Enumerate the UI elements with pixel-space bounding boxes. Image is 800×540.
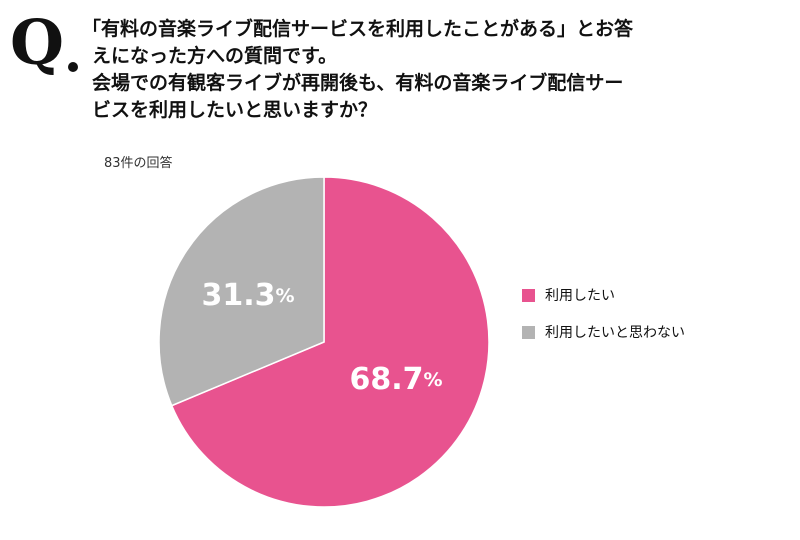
- data-label: 68.7%: [349, 362, 442, 397]
- question-title: 「有料の音楽ライブ配信サービスを利用したことがある」とお答 えになった方への質問…: [82, 16, 633, 124]
- legend: 利用したい 利用したいと思わない: [522, 285, 685, 359]
- question-mark: Q: [10, 6, 64, 79]
- pie-slice-1: [170, 176, 490, 508]
- legend-item: 利用したいと思わない: [522, 322, 685, 342]
- title-line: 「有料の音楽ライブ配信サービスを利用したことがある」とお答: [82, 18, 634, 40]
- pie-slice-2: [158, 176, 325, 407]
- legend-label: 利用したい: [545, 288, 615, 304]
- title-line: ビスを利用したいと思いますか？: [92, 99, 378, 121]
- legend-label: 利用したいと思わない: [545, 325, 685, 341]
- title-line: えになった方への質問です。: [92, 45, 338, 67]
- data-label: 31.3%: [201, 278, 294, 313]
- legend-swatch: [522, 325, 535, 339]
- legend-item: 利用したい: [522, 285, 685, 305]
- legend-swatch: [522, 288, 535, 302]
- response-count: 83件の回答: [104, 156, 173, 171]
- title-line: 会場での有観客ライブが再開後も、有料の音楽ライブ配信サー: [92, 72, 624, 94]
- question-dot: [68, 62, 78, 72]
